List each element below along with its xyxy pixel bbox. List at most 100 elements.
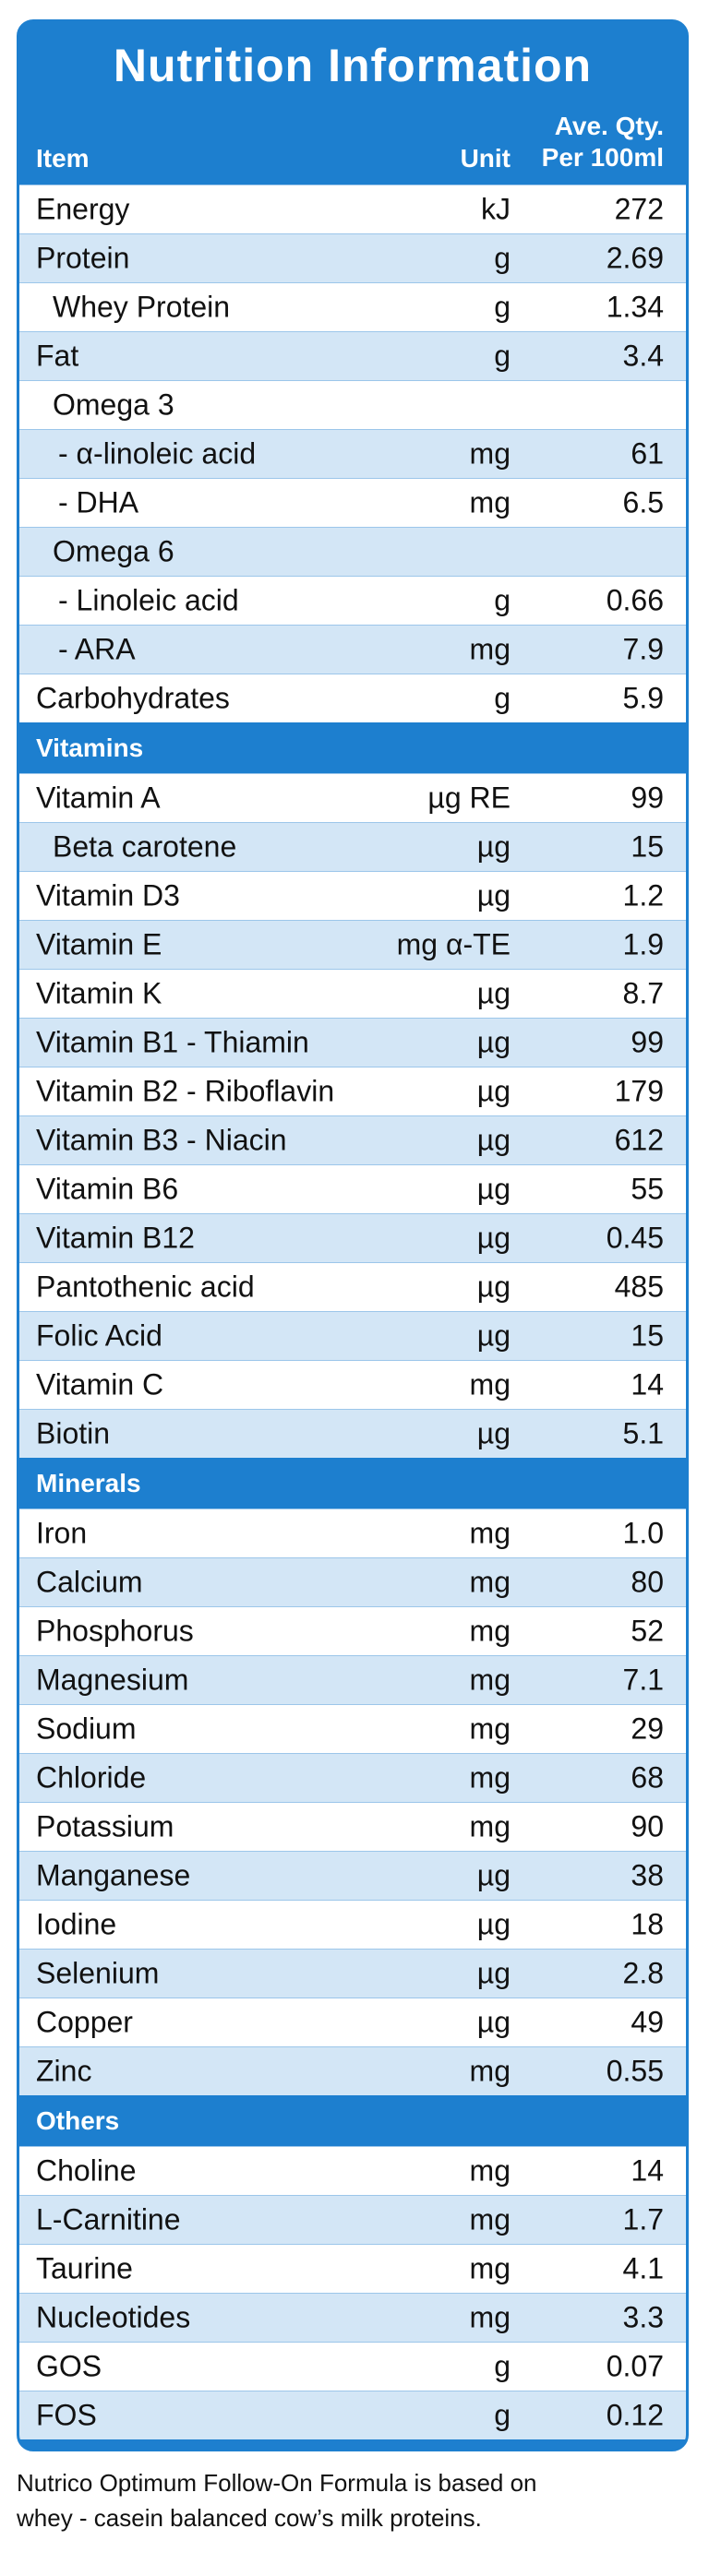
item: Omega 6 <box>53 534 174 568</box>
quantity: 4.1 <box>622 2251 664 2285</box>
quantity: 0.66 <box>606 583 664 617</box>
table-row: Vitamin A µg RE 99 <box>19 773 686 822</box>
table-row: Choline mg 14 <box>19 2146 686 2195</box>
unit: kJ <box>481 192 511 226</box>
quantity: 3.3 <box>622 2300 664 2334</box>
table-row: Calcium mg 80 <box>19 1557 686 1606</box>
table-row: Energy kJ 272 <box>19 185 686 233</box>
unit: mg <box>469 1711 511 1746</box>
quantity: 18 <box>631 1907 664 1941</box>
unit: mg <box>469 2054 511 2088</box>
item: Vitamin C <box>36 1367 164 1401</box>
col-item: Item <box>36 144 90 173</box>
table-row: Vitamin B2 - Riboflavin µg 179 <box>19 1067 686 1115</box>
quantity: 0.12 <box>606 2398 664 2432</box>
footer: Nutrico Optimum Follow-On Formula is bas… <box>17 2465 537 2535</box>
table-row: Phosphorus mg 52 <box>19 1606 686 1655</box>
unit: g <box>494 681 511 715</box>
unit: mg <box>469 2251 511 2285</box>
table-row: Manganese µg 38 <box>19 1851 686 1900</box>
item: Vitamin B2 - Riboflavin <box>36 1074 335 1108</box>
item: Calcium <box>36 1565 143 1599</box>
footer-line: Nutrico Optimum Follow-On Formula is bas… <box>17 2469 537 2497</box>
item: Sodium <box>36 1711 137 1746</box>
table-row: Selenium µg 2.8 <box>19 1949 686 1998</box>
unit: µg <box>476 1956 511 1990</box>
table-row: FOS g 0.12 <box>19 2391 686 2439</box>
quantity: 99 <box>631 781 664 815</box>
item: Zinc <box>36 2054 92 2088</box>
item: Whey Protein <box>53 290 231 324</box>
table-row: Copper µg 49 <box>19 1998 686 2046</box>
unit: mg <box>469 1614 511 1648</box>
unit: g <box>494 241 511 275</box>
quantity: 29 <box>631 1711 664 1746</box>
quantity: 2.8 <box>622 1956 664 1990</box>
table-row: Zinc mg 0.55 <box>19 2046 686 2095</box>
table-row: Vitamin B3 - Niacin µg 612 <box>19 1115 686 1164</box>
quantity: 7.9 <box>622 632 664 666</box>
quantity: 14 <box>631 1367 664 1401</box>
unit: µg <box>476 2005 511 2039</box>
quantity: 80 <box>631 1565 664 1599</box>
table-row: Fat g 3.4 <box>19 331 686 380</box>
quantity: 272 <box>614 192 664 226</box>
quantity: 61 <box>631 436 664 471</box>
section-header: Minerals <box>19 1458 686 1509</box>
item: Beta carotene <box>53 829 237 864</box>
unit: µg <box>476 1270 511 1304</box>
unit: mg <box>469 2300 511 2334</box>
quantity: 0.07 <box>606 2349 664 2383</box>
unit: mg <box>469 1565 511 1599</box>
unit: mg <box>469 1809 511 1843</box>
quantity: 2.69 <box>606 241 664 275</box>
quantity: 49 <box>631 2005 664 2039</box>
table-row: Magnesium mg 7.1 <box>19 1655 686 1704</box>
unit: µg <box>476 1907 511 1941</box>
table: Energy kJ 272 Protein g 2.69 Whey Protein g 1.34… <box>19 185 686 2439</box>
unit: mg <box>469 436 511 471</box>
unit: µg <box>476 1416 511 1450</box>
unit: µg <box>476 1318 511 1353</box>
table-row: Folic Acid µg 15 <box>19 1311 686 1360</box>
unit: µg <box>476 1025 511 1059</box>
item: - DHA <box>58 485 139 519</box>
item: Iodine <box>36 1907 117 1941</box>
footer-line: whey - casein balanced cow’s milk protei… <box>17 2504 482 2532</box>
item: Phosphorus <box>36 1614 194 1648</box>
quantity: 1.9 <box>622 927 664 961</box>
unit: g <box>494 2349 511 2383</box>
quantity: 6.5 <box>622 485 664 519</box>
item: Taurine <box>36 2251 133 2285</box>
table-row: Nucleotides mg 3.3 <box>19 2293 686 2342</box>
section-header: Vitamins <box>19 722 686 773</box>
col-qty: Ave. Qty. Per 100ml <box>542 111 664 173</box>
item: Potassium <box>36 1809 174 1843</box>
col-qty-line: Ave. Qty. <box>554 112 664 140</box>
table-row: Pantothenic acid µg 485 <box>19 1262 686 1311</box>
quantity: 7.1 <box>622 1663 664 1697</box>
unit: µg <box>476 1858 511 1892</box>
item: Vitamin B1 - Thiamin <box>36 1025 309 1059</box>
quantity: 5.9 <box>622 681 664 715</box>
item: - ARA <box>58 632 136 666</box>
unit: g <box>494 290 511 324</box>
quantity: 55 <box>631 1172 664 1206</box>
item: Iron <box>36 1516 88 1550</box>
table-row: L-Carnitine mg 1.7 <box>19 2195 686 2244</box>
quantity: 68 <box>631 1760 664 1795</box>
column-header: Item Unit Ave. Qty. Per 100ml <box>19 92 686 185</box>
item: Selenium <box>36 1956 160 1990</box>
table-row: - Linoleic acid g 0.66 <box>19 576 686 625</box>
item: Manganese <box>36 1858 191 1892</box>
item: Vitamin B6 <box>36 1172 179 1206</box>
unit: g <box>494 339 511 373</box>
nutrition-panel: Nutrition Information Item Unit Ave. Qty… <box>17 19 689 2451</box>
item: Protein <box>36 241 130 275</box>
quantity: 15 <box>631 829 664 864</box>
unit: µg <box>476 829 511 864</box>
table-row: Vitamin B1 - Thiamin µg 99 <box>19 1018 686 1067</box>
quantity: 90 <box>631 1809 664 1843</box>
table-row: Taurine mg 4.1 <box>19 2244 686 2293</box>
